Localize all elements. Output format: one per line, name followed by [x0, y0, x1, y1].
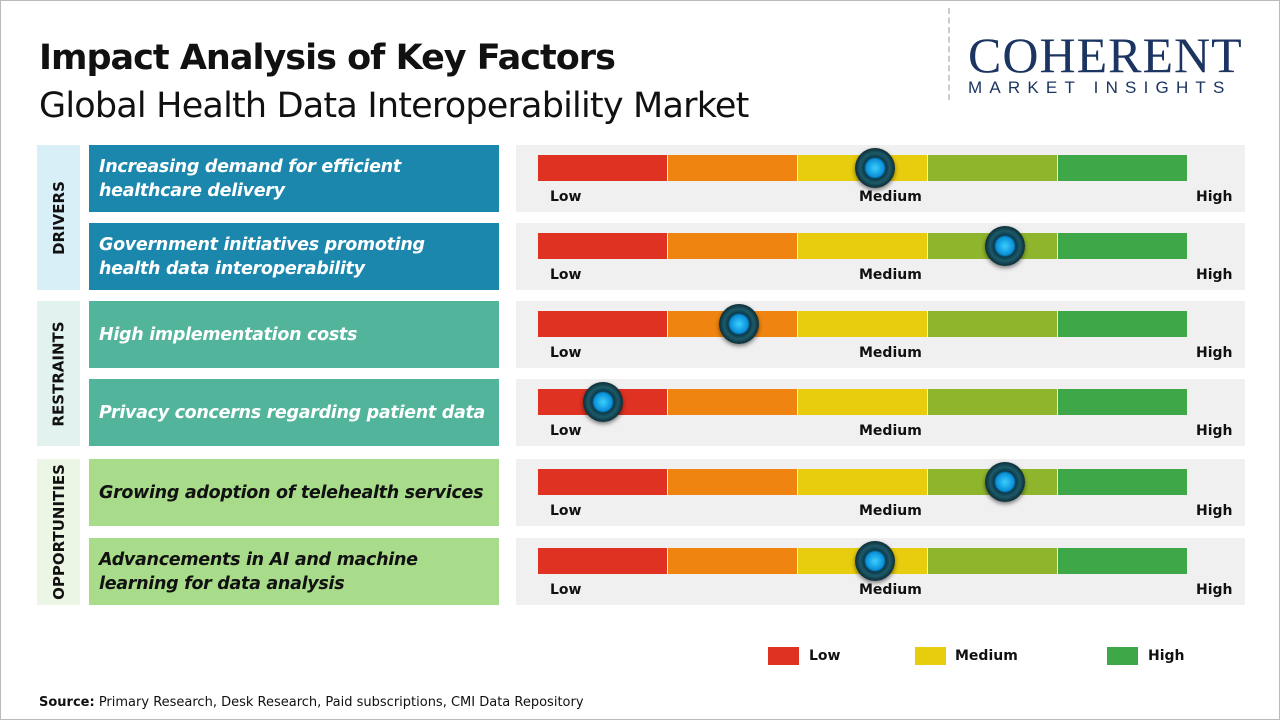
impact-gauge: Low Medium High	[516, 145, 1245, 212]
gauge-segment	[928, 311, 1057, 337]
legend-label: Medium	[955, 648, 1018, 664]
gauge-segment	[668, 548, 797, 574]
gauge-label: Medium	[859, 582, 922, 598]
gauge-segment	[928, 155, 1057, 181]
impact-gauge: Low Medium High	[516, 223, 1245, 290]
source-note: Source: Primary Research, Desk Research,…	[39, 695, 584, 710]
factor-label: Advancements in AI and machine learning …	[89, 538, 499, 605]
gauge-segment	[928, 548, 1057, 574]
page-subtitle: Global Health Data Interoperability Mark…	[39, 86, 749, 126]
legend-label: High	[1148, 648, 1185, 664]
gauge-indicator-knob	[582, 382, 623, 422]
gauge-segment	[538, 548, 667, 574]
legend-swatch	[768, 647, 799, 665]
factor-label: Government initiatives promoting health …	[89, 223, 499, 290]
gauge-indicator-knob	[854, 541, 895, 581]
gauge-segment	[798, 233, 927, 259]
company-logo: COHERENT MARKET INSIGHTS	[968, 30, 1258, 98]
gauge-segment	[538, 311, 667, 337]
gauge-segment	[798, 311, 927, 337]
gauge-segment	[798, 389, 927, 415]
gauge-segment	[538, 233, 667, 259]
legend-label: Low	[809, 648, 841, 664]
impact-gauge: Low Medium High	[516, 459, 1245, 526]
gauge-label: Medium	[859, 267, 922, 283]
gauge-segment	[668, 469, 797, 495]
page-title: Impact Analysis of Key Factors	[39, 38, 616, 78]
factor-label: High implementation costs	[89, 301, 499, 368]
category-label-text: DRIVERS	[49, 180, 68, 255]
category-label-text: RESTRAINTS	[49, 320, 68, 427]
gauge-label: Low	[550, 267, 582, 283]
gauge-segment	[798, 469, 927, 495]
impact-gauge: Low Medium High	[516, 379, 1245, 446]
gauge-label: Medium	[859, 189, 922, 205]
gauge-label: High	[1196, 345, 1233, 361]
gauge-indicator-knob	[984, 462, 1025, 502]
category-label-text: OPPORTUNITIES	[49, 464, 68, 600]
gauge-label: Low	[550, 189, 582, 205]
gauge-segment	[1058, 548, 1187, 574]
gauge-segment	[1058, 389, 1187, 415]
gauge-segment	[538, 469, 667, 495]
impact-gauge: Low Medium High	[516, 538, 1245, 605]
legend-swatch	[915, 647, 946, 665]
gauge-label: High	[1196, 582, 1233, 598]
logo-main: COHERENT	[968, 27, 1243, 83]
gauge-segment	[668, 233, 797, 259]
gauge-segment	[1058, 233, 1187, 259]
category-label-restraints: RESTRAINTS	[37, 301, 80, 446]
factor-label: Privacy concerns regarding patient data	[89, 379, 499, 446]
source-label: Source:	[39, 695, 95, 710]
impact-gauge: Low Medium High	[516, 301, 1245, 368]
gauge-label: Low	[550, 345, 582, 361]
gauge-segment	[668, 155, 797, 181]
logo-sub: MARKET INSIGHTS	[968, 78, 1232, 97]
gauge-label: High	[1196, 423, 1233, 439]
gauge-label: High	[1196, 189, 1233, 205]
gauge-segment	[928, 389, 1057, 415]
gauge-label: Low	[550, 503, 582, 519]
gauge-segment	[1058, 155, 1187, 181]
source-text: Primary Research, Desk Research, Paid su…	[94, 695, 584, 710]
category-label-opportunities: OPPORTUNITIES	[37, 459, 80, 605]
legend-swatch	[1107, 647, 1138, 665]
gauge-label: Medium	[859, 345, 922, 361]
logo-divider	[948, 8, 950, 100]
factor-label: Growing adoption of telehealth services	[89, 459, 499, 526]
gauge-indicator-knob	[854, 148, 895, 188]
gauge-label: High	[1196, 267, 1233, 283]
gauge-label: Medium	[859, 503, 922, 519]
gauge-segment	[668, 389, 797, 415]
gauge-label: Medium	[859, 423, 922, 439]
category-label-drivers: DRIVERS	[37, 145, 80, 290]
gauge-segment	[538, 155, 667, 181]
gauge-label: High	[1196, 503, 1233, 519]
gauge-segment	[1058, 311, 1187, 337]
gauge-label: Low	[550, 423, 582, 439]
gauge-indicator-knob	[984, 226, 1025, 266]
gauge-segment	[1058, 469, 1187, 495]
gauge-indicator-knob	[718, 304, 759, 344]
gauge-label: Low	[550, 582, 582, 598]
factor-label: Increasing demand for efficient healthca…	[89, 145, 499, 212]
